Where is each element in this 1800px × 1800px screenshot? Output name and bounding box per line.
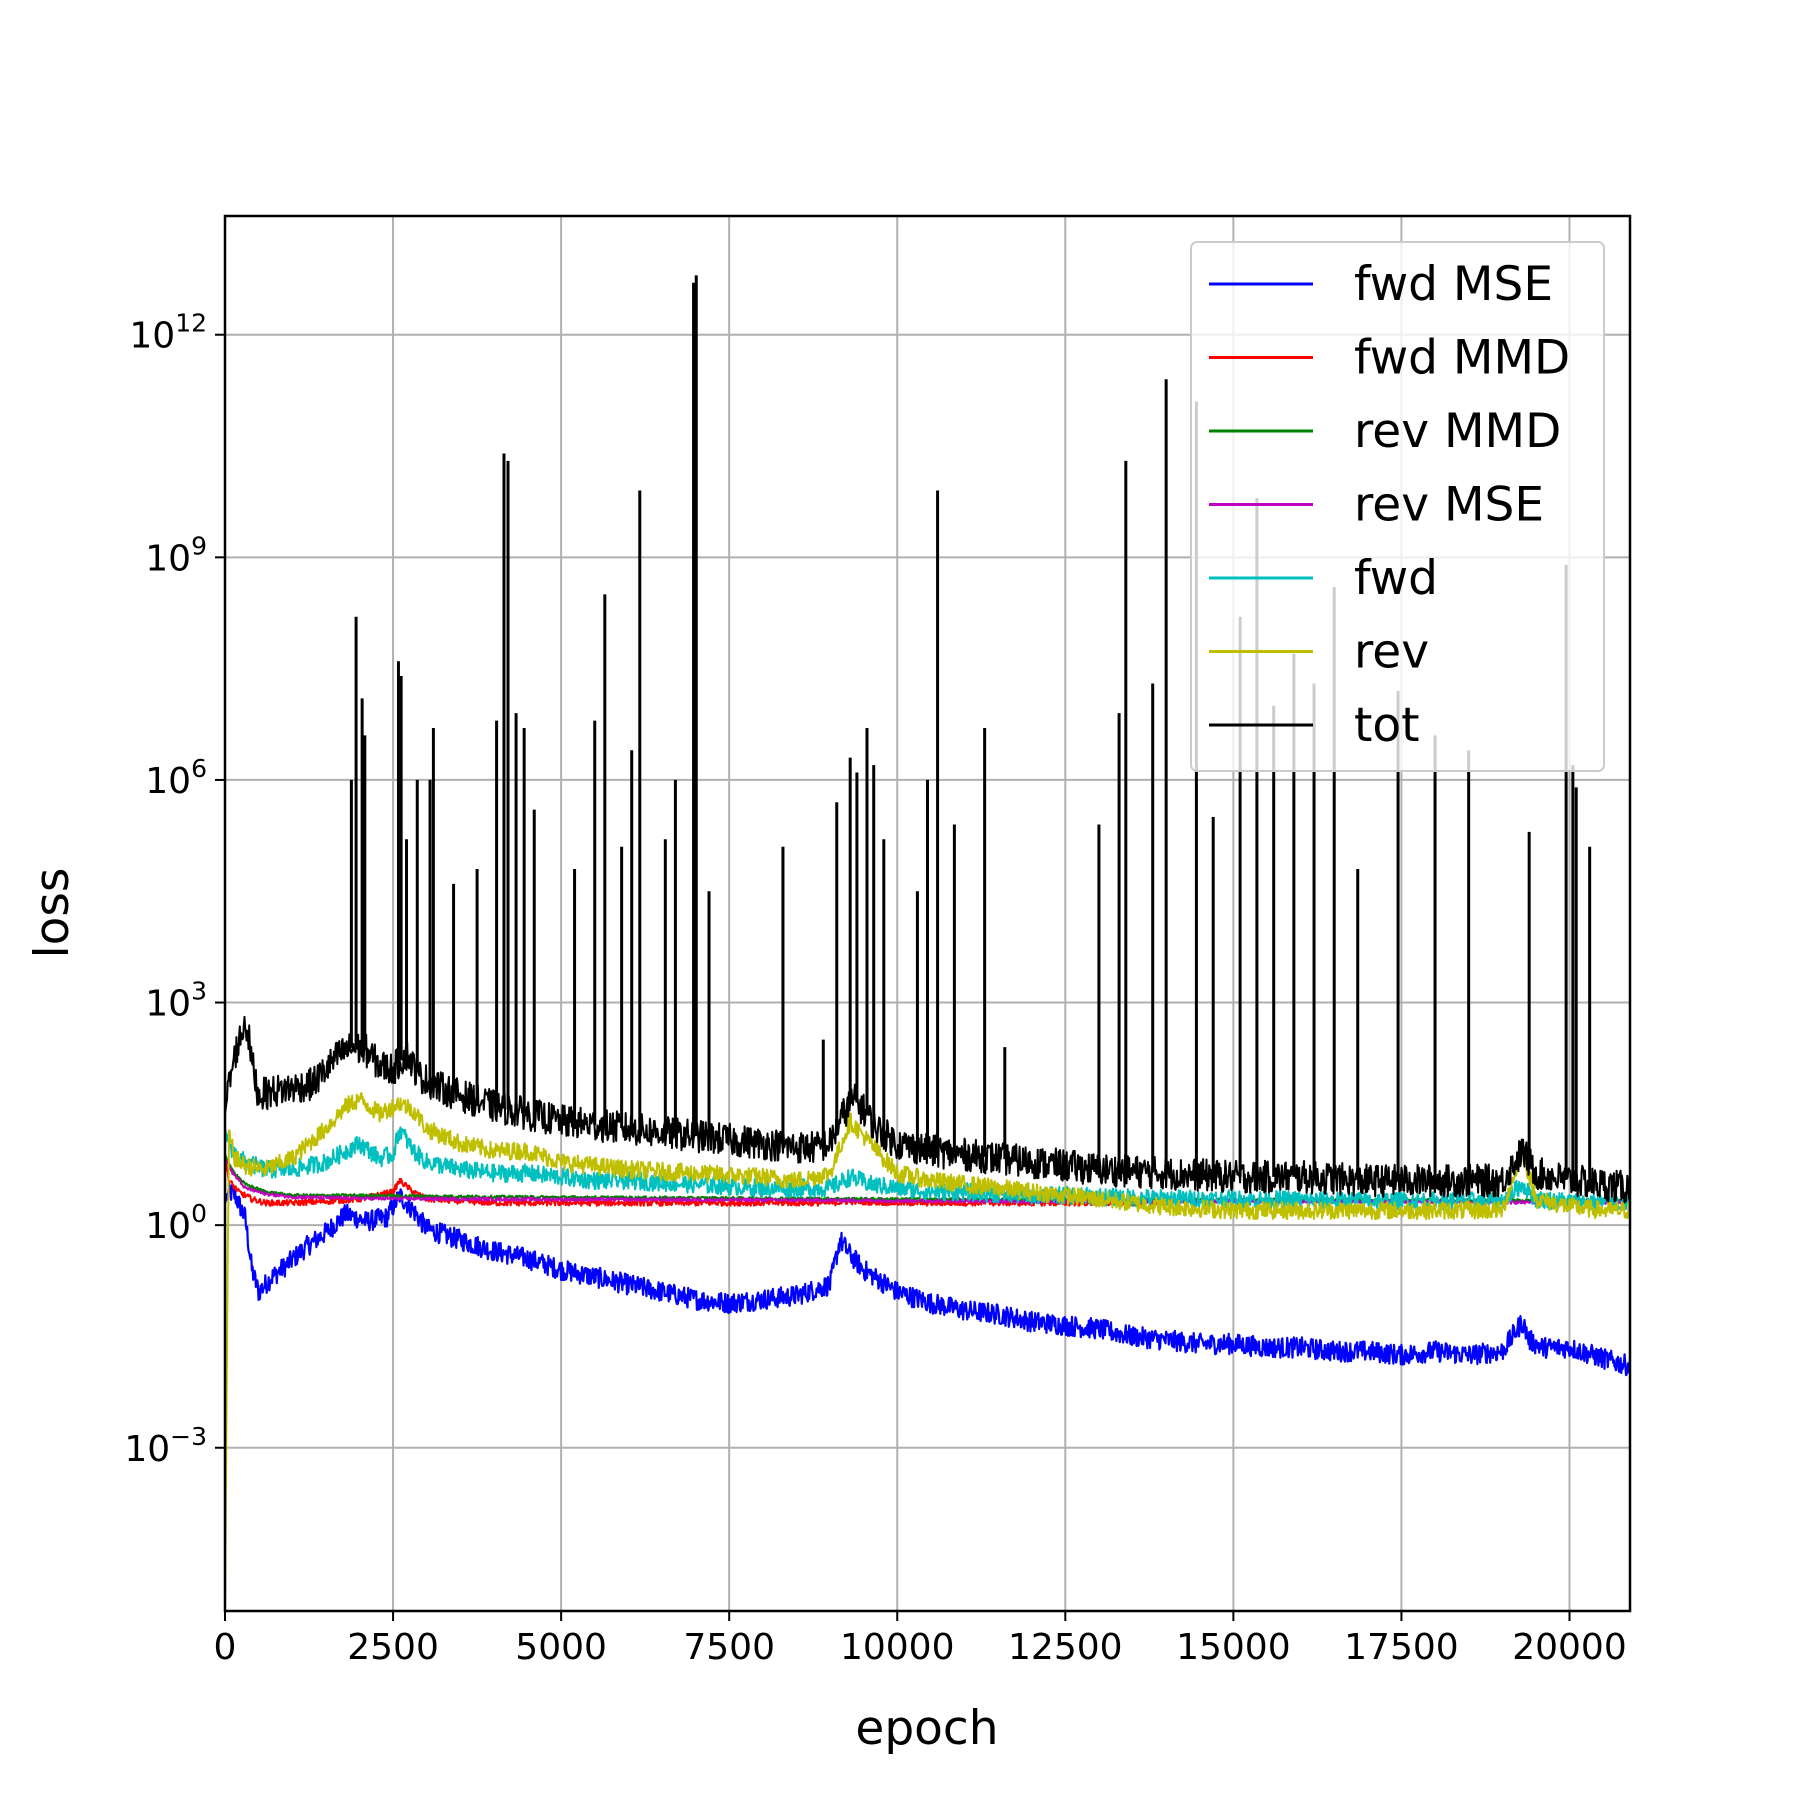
- y-tick-label: 100: [145, 1199, 207, 1247]
- legend-box: [1190, 241, 1605, 772]
- x-tick-label: 2500: [347, 1627, 439, 1668]
- x-tick-label: 15000: [1176, 1627, 1291, 1668]
- series-line-fwd-mmd: [225, 1158, 1168, 1207]
- y-tick-label: 109: [145, 531, 207, 579]
- x-tick-label: 17500: [1344, 1627, 1459, 1668]
- x-tick-label: 10000: [840, 1627, 955, 1668]
- series-layer: [225, 275, 1630, 1611]
- y-axis-label: loss: [25, 868, 80, 959]
- series-line-fwd-mse: [225, 1180, 1630, 1377]
- legend-entry: fwd: [1354, 551, 1438, 606]
- legend: fwd MSE fwd MMD rev MMD rev MSE fwd rev tot: [1190, 241, 1605, 772]
- legend-entry: tot: [1354, 698, 1420, 753]
- y-tick-label: 1012: [129, 309, 207, 357]
- legend-entry: fwd MSE: [1354, 257, 1553, 312]
- series-line-fwd: [225, 1126, 1630, 1212]
- y-tick-label: 103: [145, 977, 207, 1025]
- y-tick-label: 10−3: [124, 1422, 207, 1470]
- x-axis: 0 2500 5000 7500 10000 12500 15000 17500 20000: [214, 1611, 1627, 1668]
- series-line-rev: [225, 1092, 1630, 1611]
- x-tick-label: 7500: [683, 1627, 775, 1668]
- x-tick-label: 5000: [515, 1627, 607, 1668]
- legend-entry: rev: [1354, 625, 1429, 680]
- legend-entry: fwd MMD: [1354, 331, 1570, 386]
- x-tick-label: 0: [214, 1627, 237, 1668]
- x-tick-label: 12500: [1008, 1627, 1123, 1668]
- legend-entry: rev MMD: [1354, 404, 1561, 459]
- plot-frame: [223, 214, 1632, 1613]
- x-axis-label: epoch: [855, 1701, 998, 1756]
- x-tick-label: 20000: [1512, 1627, 1627, 1668]
- y-axis: 1012 109 106 103 100 10−3: [124, 309, 225, 1470]
- legend-entry: rev MSE: [1354, 478, 1544, 533]
- y-tick-label: 106: [145, 754, 207, 802]
